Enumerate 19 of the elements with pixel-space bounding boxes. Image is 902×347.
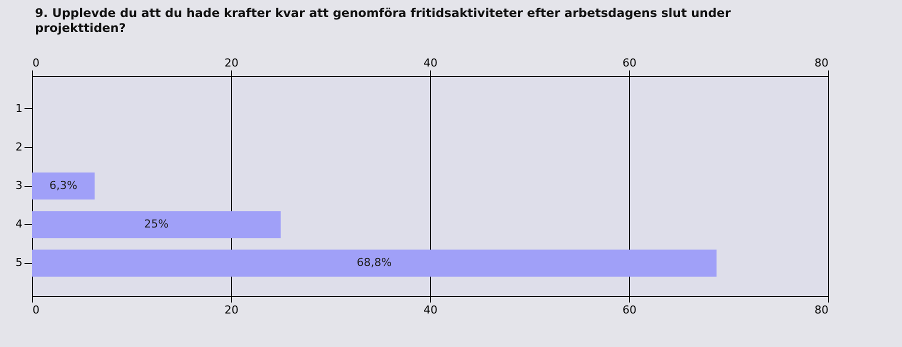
x2-tick-label: 40 bbox=[424, 304, 438, 316]
x2-tick-label: 80 bbox=[814, 304, 828, 316]
y-tick-label: 5 bbox=[16, 256, 22, 270]
x-tick-label: 0 bbox=[32, 56, 40, 70]
data-label: 25% bbox=[144, 218, 169, 231]
y-tick-label: 4 bbox=[16, 218, 22, 231]
x-tick-label: 80 bbox=[814, 56, 828, 70]
x-tick-label: 40 bbox=[424, 56, 438, 70]
chart-title: 9. Upplevde du att du hade krafter kvar att genomföra fritidsaktiviteter efter arbetsdagens slut under projekttiden? bbox=[35, 6, 732, 36]
y-tick-label: 1 bbox=[16, 102, 22, 115]
x2-tick-label: 60 bbox=[622, 304, 636, 316]
data-label: 68,8% bbox=[356, 256, 392, 270]
y-tick-label: 2 bbox=[16, 140, 22, 154]
x-tick-label: 60 bbox=[622, 56, 636, 70]
x2-tick-label: 20 bbox=[224, 304, 238, 316]
x-tick-label: 20 bbox=[224, 56, 238, 70]
y-tick-label: 3 bbox=[16, 179, 22, 192]
x2-tick-label: 0 bbox=[32, 304, 40, 316]
data-label: 6,3% bbox=[49, 179, 78, 192]
